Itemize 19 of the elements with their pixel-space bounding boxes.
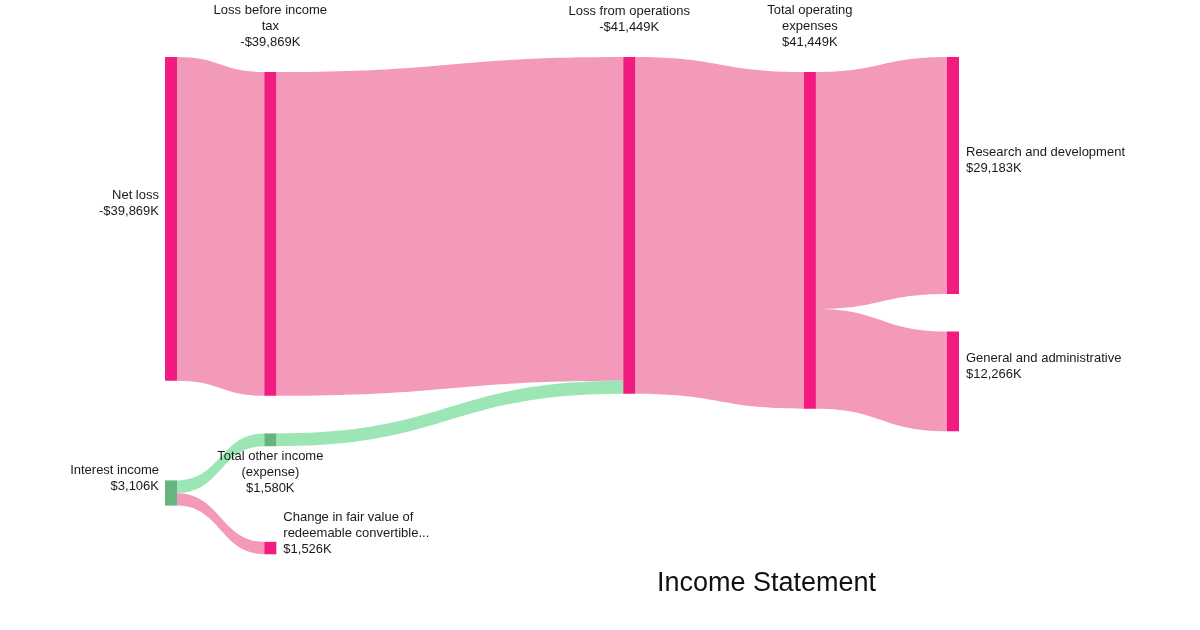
category-label: Total operating expenses bbox=[767, 1, 853, 33]
data-label: $29,183K bbox=[966, 160, 1022, 176]
category-label: Net loss bbox=[112, 187, 160, 203]
data-label: $1,580K bbox=[246, 479, 295, 495]
category-label: General and administrative bbox=[966, 350, 1122, 366]
data-label: -$39,869K bbox=[99, 203, 160, 219]
data-label: $3,106K bbox=[110, 477, 160, 493]
text: Income Statement bbox=[657, 566, 877, 598]
category-label: Total other income (expense) bbox=[217, 447, 324, 479]
data-label: -$41,449K bbox=[599, 18, 660, 34]
category-label: Research and development bbox=[966, 144, 1126, 160]
category-label: Loss before income tax bbox=[213, 1, 328, 33]
data-label: $41,449K bbox=[782, 33, 839, 49]
category-label: Change in fair value of redeemable convertible... bbox=[283, 508, 430, 540]
data-label: $1,526K bbox=[283, 540, 333, 556]
category-label: Interest income bbox=[70, 461, 159, 477]
category-label: Loss from operations bbox=[568, 2, 691, 18]
data-label: $12,266K bbox=[966, 366, 1022, 382]
data-label: -$39,869K bbox=[240, 33, 301, 49]
